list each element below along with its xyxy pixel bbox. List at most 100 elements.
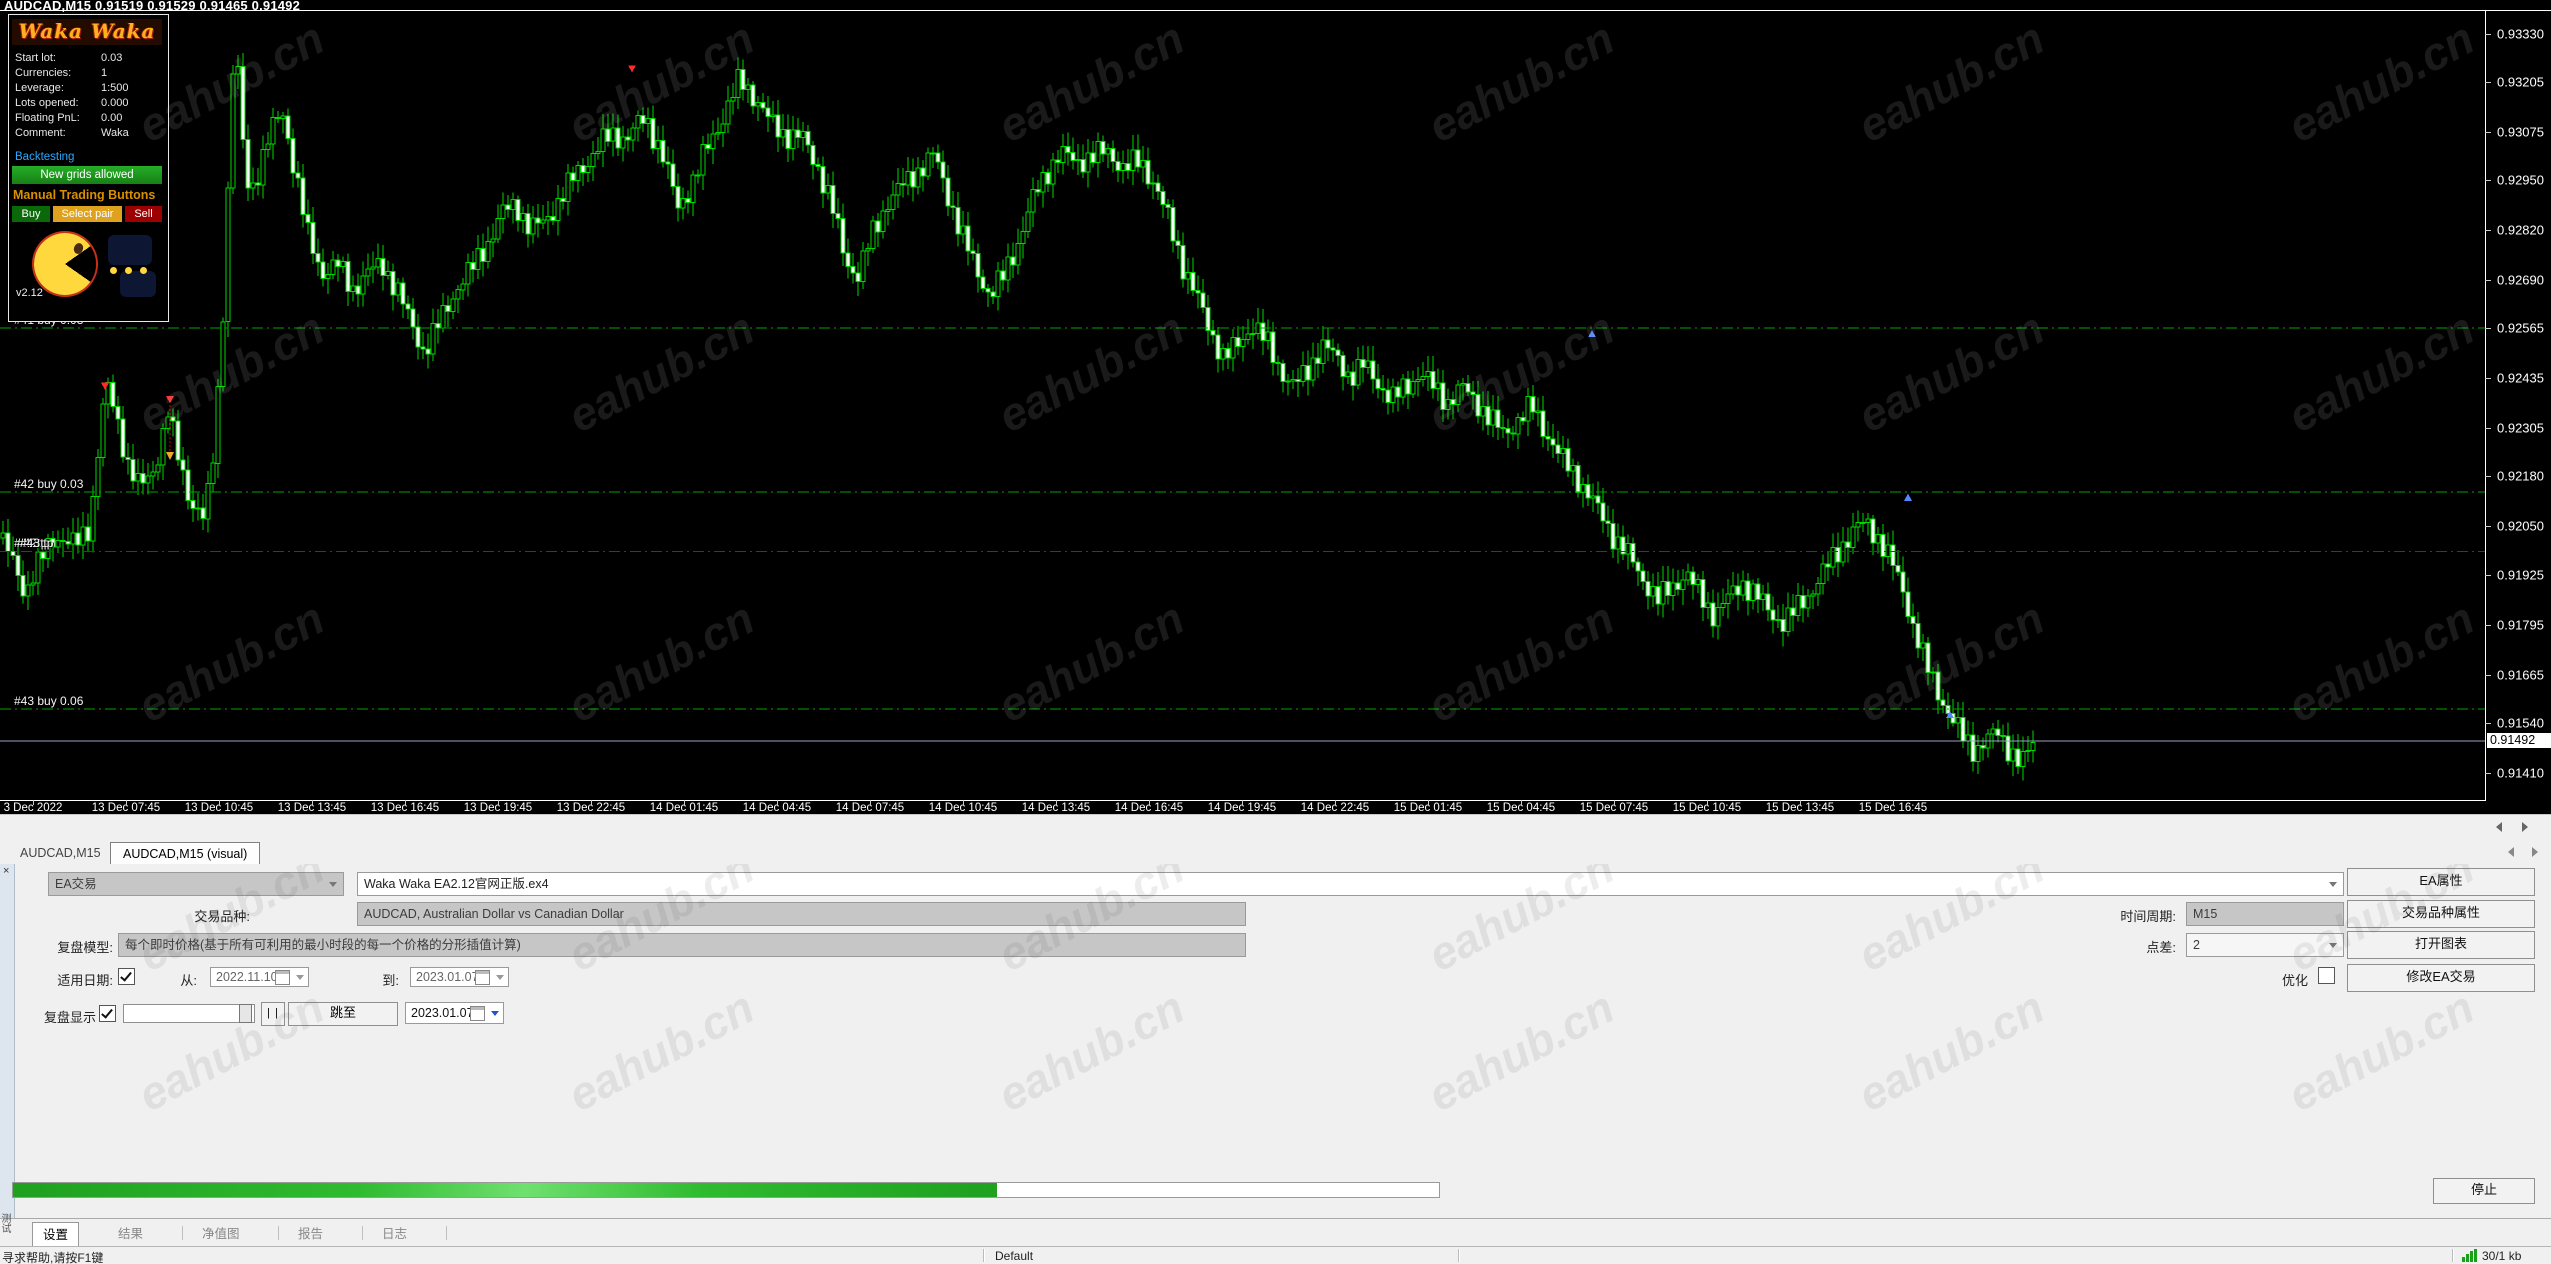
period-select[interactable]: M15 xyxy=(2186,902,2344,926)
from-date-field[interactable]: 2022.11.10 xyxy=(210,967,309,987)
modify-ea-button[interactable]: 修改EA交易 xyxy=(2347,964,2535,992)
price-axis-label: 0.91410 xyxy=(2497,765,2544,781)
profile-name[interactable]: Default xyxy=(995,1249,1034,1263)
spread-select[interactable]: 2 xyxy=(2186,933,2344,957)
chevron-down-icon[interactable] xyxy=(496,975,504,980)
symbol-properties-button[interactable]: 交易品种属性 xyxy=(2347,900,2535,928)
chevron-down-icon[interactable] xyxy=(296,975,304,980)
visual-speed-slider[interactable] xyxy=(123,1004,255,1023)
skip-to-date-field[interactable]: 2023.01.07 xyxy=(405,1002,504,1024)
pacman-icon xyxy=(34,233,96,295)
info-value: 1 xyxy=(101,67,108,79)
stop-button[interactable]: 停止 xyxy=(2433,1178,2535,1204)
tab-audcad-m15-visual[interactable]: AUDCAD,M15 (visual) xyxy=(110,842,261,865)
scroll-left-icon[interactable] xyxy=(2496,822,2502,832)
sell-button[interactable]: Sell xyxy=(125,206,162,222)
slider-thumb[interactable] xyxy=(239,1004,252,1023)
time-tick xyxy=(1614,800,1615,805)
tab-report[interactable]: 报告 xyxy=(298,1227,324,1241)
symbol-select[interactable]: AUDCAD, Australian Dollar vs Canadian Do… xyxy=(357,902,1246,926)
model-select[interactable]: 每个即时价格(基于所有可利用的最小时段的每一个价格的分形插值计算) xyxy=(118,933,1246,957)
order-lines-layer xyxy=(0,327,2485,742)
tab-divider xyxy=(278,1226,279,1240)
tab-journal[interactable]: 日志 xyxy=(382,1227,408,1241)
time-axis-label: 15 Dec 01:45 xyxy=(1393,802,1463,814)
price-tick xyxy=(2485,575,2491,576)
tabs-scroll-right-icon[interactable] xyxy=(2532,847,2538,857)
tab-audcad-m15[interactable]: AUDCAD,M15 xyxy=(20,846,101,860)
check-icon xyxy=(101,1006,113,1019)
price-tick xyxy=(2485,428,2491,429)
ea-type-select[interactable]: EA交易 xyxy=(48,872,344,896)
tab-divider xyxy=(182,1226,183,1240)
price-axis-label: 0.93205 xyxy=(2497,74,2544,90)
use-dates-checkbox[interactable] xyxy=(118,968,135,985)
ea-properties-button[interactable]: EA属性 xyxy=(2347,868,2535,896)
chart-scroll-strip[interactable] xyxy=(0,814,2551,839)
to-date-field[interactable]: 2023.01.07 xyxy=(410,967,509,987)
time-axis-label: 15 Dec 13:45 xyxy=(1765,802,1835,814)
tab-settings[interactable]: 设置 xyxy=(32,1222,80,1247)
time-axis-line xyxy=(0,800,2486,801)
spread-label: 点差: xyxy=(2146,940,2176,955)
chevron-down-icon[interactable] xyxy=(491,1011,499,1016)
check-icon xyxy=(120,969,132,982)
close-tester-button[interactable]: × xyxy=(3,865,10,877)
current-price-tag: 0.91492 xyxy=(2487,733,2551,748)
tester-left-strip xyxy=(0,864,15,1218)
time-axis-label: 15 Dec 16:45 xyxy=(1858,802,1928,814)
info-label: Floating PnL: xyxy=(15,112,80,124)
time-axis-label: 13 Dec 07:45 xyxy=(91,802,161,814)
manual-trading-label: Manual Trading Buttons xyxy=(13,188,156,202)
visual-mode-checkbox[interactable] xyxy=(99,1005,116,1022)
skip-date-value: 2023.01.07 xyxy=(411,1006,474,1020)
skip-to-button[interactable]: 跳至 xyxy=(288,1002,398,1026)
info-row: Currencies: 1 xyxy=(15,67,163,81)
chevron-down-icon xyxy=(2329,943,2337,948)
scroll-right-icon[interactable] xyxy=(2522,822,2528,832)
docked-tab-label[interactable]: 测试 xyxy=(0,1213,10,1233)
ea-type-label: EA交易 xyxy=(55,877,97,891)
time-tick xyxy=(1242,800,1243,805)
time-tick xyxy=(312,800,313,805)
waka-waka-panel: Waka Waka Start lot: 0.03 Currencies: 1 Le… xyxy=(8,14,169,322)
tab-graph[interactable]: 净值图 xyxy=(202,1227,240,1241)
calendar-icon[interactable] xyxy=(275,970,290,985)
price-chart[interactable]: AUDCAD,M15 0.91519 0.91529 0.91465 0.914… xyxy=(0,0,2551,814)
order-line-label: #43 buy 0.06 xyxy=(14,694,84,708)
pause-button[interactable]: | | xyxy=(261,1002,285,1026)
price-axis-label: 0.92950 xyxy=(2497,172,2544,188)
time-axis-label: 13 Dec 16:45 xyxy=(370,802,440,814)
time-axis-label: 15 Dec 07:45 xyxy=(1579,802,1649,814)
calendar-icon[interactable] xyxy=(470,1006,485,1021)
tabs-scroll-left-icon[interactable] xyxy=(2508,847,2514,857)
price-tick xyxy=(2485,34,2491,35)
time-axis-label: 13 Dec 19:45 xyxy=(463,802,533,814)
chevron-down-icon xyxy=(329,882,337,887)
price-axis-line xyxy=(2485,10,2486,800)
tab-results[interactable]: 结果 xyxy=(118,1227,144,1241)
ea-file-select[interactable]: Waka Waka EA2.12官网正版.ex4 xyxy=(357,872,2344,896)
new-grids-button[interactable]: New grids allowed xyxy=(12,166,162,184)
tp-line-label: #43 tp xyxy=(20,536,54,550)
price-tick xyxy=(2485,723,2491,724)
tab-divider xyxy=(446,1226,447,1240)
model-label: 复盘模型: xyxy=(57,940,113,955)
pac-dot xyxy=(125,267,132,274)
tester-tab-bar: 测试 设置 结果 净值图 报告 日志 xyxy=(0,1213,2551,1247)
price-tick xyxy=(2485,625,2491,626)
price-axis-label: 0.92050 xyxy=(2497,518,2544,534)
calendar-icon[interactable] xyxy=(475,970,490,985)
buy-button[interactable]: Buy xyxy=(12,206,50,222)
strategy-tester-panel: × EA交易 Waka Waka EA2.12官网正版.ex4 EA属性 交易品… xyxy=(0,864,2551,1218)
optimize-checkbox[interactable] xyxy=(2318,967,2335,984)
select-pair-button[interactable]: Select pair xyxy=(53,206,122,222)
open-chart-button[interactable]: 打开图表 xyxy=(2347,931,2535,959)
info-row: Comment: Waka xyxy=(15,127,163,141)
time-axis-label: 15 Dec 10:45 xyxy=(1672,802,1742,814)
price-tick xyxy=(2485,180,2491,181)
price-tick xyxy=(2485,82,2491,83)
price-axis-label: 0.93075 xyxy=(2497,124,2544,140)
price-tick xyxy=(2485,675,2491,676)
price-axis-label: 0.92565 xyxy=(2497,320,2544,336)
